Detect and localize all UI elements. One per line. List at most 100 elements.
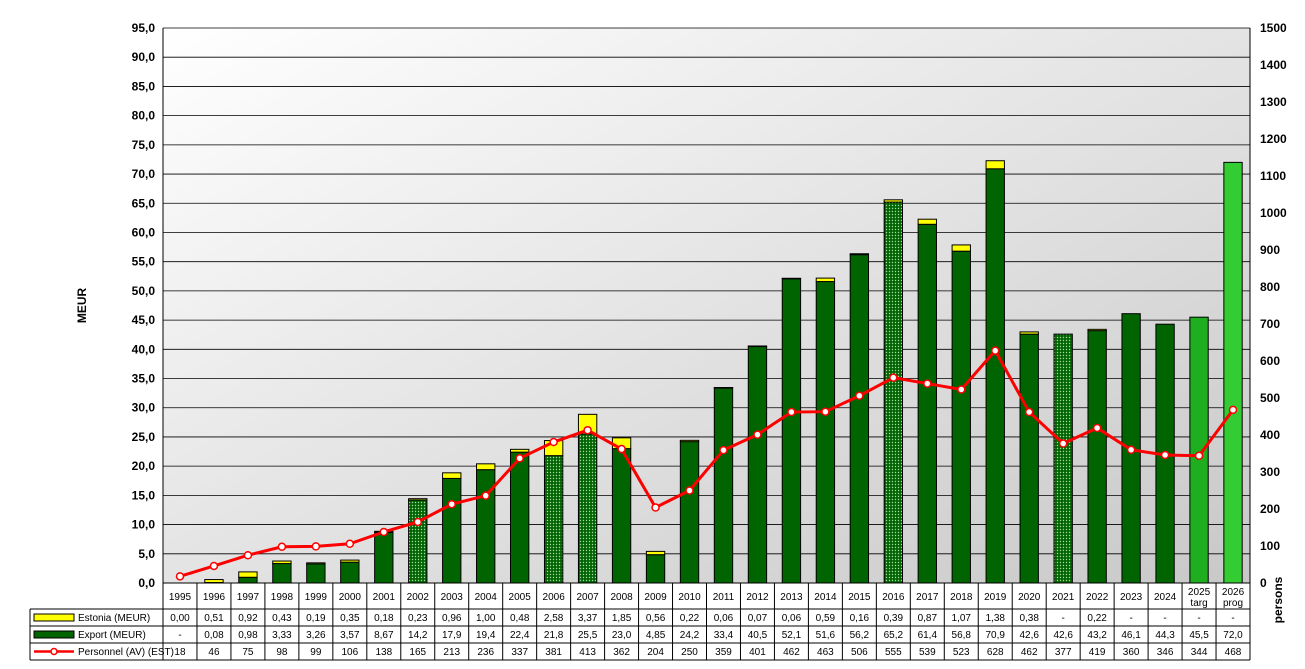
table-cell: 45,5 xyxy=(1189,630,1209,641)
table-cell: 4,85 xyxy=(646,630,666,641)
personnel-point xyxy=(1024,407,1034,417)
table-cell: 0,06 xyxy=(782,613,802,624)
table-cell: 0,22 xyxy=(680,613,700,624)
category-label: 2001 xyxy=(373,592,396,603)
y-tick-label: 5,0 xyxy=(138,547,155,561)
y2-tick-label: 800 xyxy=(1260,280,1280,294)
table-cell: 0,07 xyxy=(748,613,768,624)
table-cell: 463 xyxy=(817,647,834,658)
table-cell: 462 xyxy=(1021,647,1038,658)
personnel-point xyxy=(1160,450,1170,460)
table-cell: 628 xyxy=(987,647,1004,658)
table-cell: 0,08 xyxy=(204,630,224,641)
bar-export xyxy=(985,168,1005,584)
table-cell: 250 xyxy=(681,647,698,658)
y-tick-label: 85,0 xyxy=(132,79,156,93)
table-cell: 1,00 xyxy=(476,613,496,624)
personnel-point xyxy=(990,346,1000,355)
bar-export xyxy=(1053,333,1073,584)
bar-estonia xyxy=(408,498,428,501)
table-cell: 0,59 xyxy=(816,613,836,624)
table-cell: 0,92 xyxy=(238,613,258,624)
personnel-point xyxy=(821,407,830,416)
personnel-point xyxy=(957,385,966,394)
table-cell: 0,16 xyxy=(850,613,870,624)
table-cell: 3,57 xyxy=(340,630,360,641)
y-tick-label: 0,0 xyxy=(138,576,155,590)
y-tick-label: 80,0 xyxy=(132,109,156,123)
bar-estonia xyxy=(272,560,292,565)
y2-tick-label: 1100 xyxy=(1260,169,1286,183)
personnel-point xyxy=(243,551,253,560)
bar-estonia xyxy=(238,571,258,578)
category-label: 1996 xyxy=(203,592,226,603)
table-cell: 70,9 xyxy=(986,630,1006,641)
y-tick-label: 35,0 xyxy=(132,372,156,386)
bar-estonia xyxy=(1019,331,1039,335)
bar-estonia xyxy=(849,253,870,256)
table-cell: 0,56 xyxy=(646,613,666,624)
y-tick-label: 10,0 xyxy=(132,518,156,532)
table-cell: 3,33 xyxy=(272,630,292,641)
bar-export xyxy=(883,201,903,584)
category-label: 2014 xyxy=(814,592,837,603)
table-cell: 56,8 xyxy=(952,630,972,641)
category-label: 2010 xyxy=(678,592,701,603)
y2-tick-label: 100 xyxy=(1260,539,1280,553)
table-cell: 44,3 xyxy=(1155,630,1175,641)
table-cell: 56,2 xyxy=(850,630,870,641)
category-label: 2003 xyxy=(441,592,464,603)
category-label: 2024 xyxy=(1154,592,1177,603)
table-cell: 0,39 xyxy=(884,613,904,624)
category-label-sub: prog xyxy=(1223,598,1243,609)
table-cell: 72,0 xyxy=(1223,630,1243,641)
table-cell: 0,48 xyxy=(510,613,530,624)
y-tick-label: 90,0 xyxy=(132,50,156,64)
table-cell: 8,67 xyxy=(374,630,394,641)
personnel-point xyxy=(651,503,660,512)
table-cell: 19,4 xyxy=(476,630,496,641)
table-cell: 236 xyxy=(477,647,494,658)
category-label: 1998 xyxy=(271,592,294,603)
table-cell: 75 xyxy=(242,647,254,658)
bar-export xyxy=(543,455,564,584)
y2-tick-label: 700 xyxy=(1260,317,1280,331)
personnel-point xyxy=(889,373,898,382)
table-cell: 362 xyxy=(613,647,630,658)
personnel-point xyxy=(481,491,490,500)
bar-estonia xyxy=(442,472,462,479)
table-cell: 0,98 xyxy=(238,630,258,641)
table-cell: 344 xyxy=(1191,647,1208,658)
y-tick-label: 30,0 xyxy=(132,401,156,415)
table-cell: - xyxy=(1062,613,1065,624)
category-label: 2002 xyxy=(407,592,430,603)
y-tick-label: 75,0 xyxy=(132,138,156,152)
bar-export xyxy=(1189,316,1209,584)
personnel-point xyxy=(209,561,219,571)
personnel-point xyxy=(753,430,762,439)
bar-export xyxy=(815,281,836,584)
table-cell: 401 xyxy=(749,647,766,658)
y-tick-label: 20,0 xyxy=(132,459,156,473)
bar-estonia xyxy=(340,559,360,563)
category-label: 2022 xyxy=(1086,592,1109,603)
table-cell: 0,18 xyxy=(374,613,394,624)
table-cell: 3,26 xyxy=(306,630,326,641)
personnel-point xyxy=(1126,445,1136,455)
table-cell: 33,4 xyxy=(714,630,734,641)
table-cell: 138 xyxy=(375,647,392,658)
personnel-point xyxy=(1058,439,1068,448)
table-cell: 22,4 xyxy=(510,630,530,641)
category-label: 2023 xyxy=(1120,592,1143,603)
y-axis-label: MEUR xyxy=(75,288,89,324)
table-cell: 106 xyxy=(341,647,358,658)
bar-estonia xyxy=(713,387,734,389)
personnel-point xyxy=(855,391,864,401)
personnel-point xyxy=(1228,405,1238,415)
personnel-point xyxy=(549,437,558,447)
y-tick-label: 25,0 xyxy=(132,430,156,444)
table-cell: 555 xyxy=(885,647,902,658)
bar-export xyxy=(1223,161,1243,584)
table-cell: 14,2 xyxy=(408,630,428,641)
